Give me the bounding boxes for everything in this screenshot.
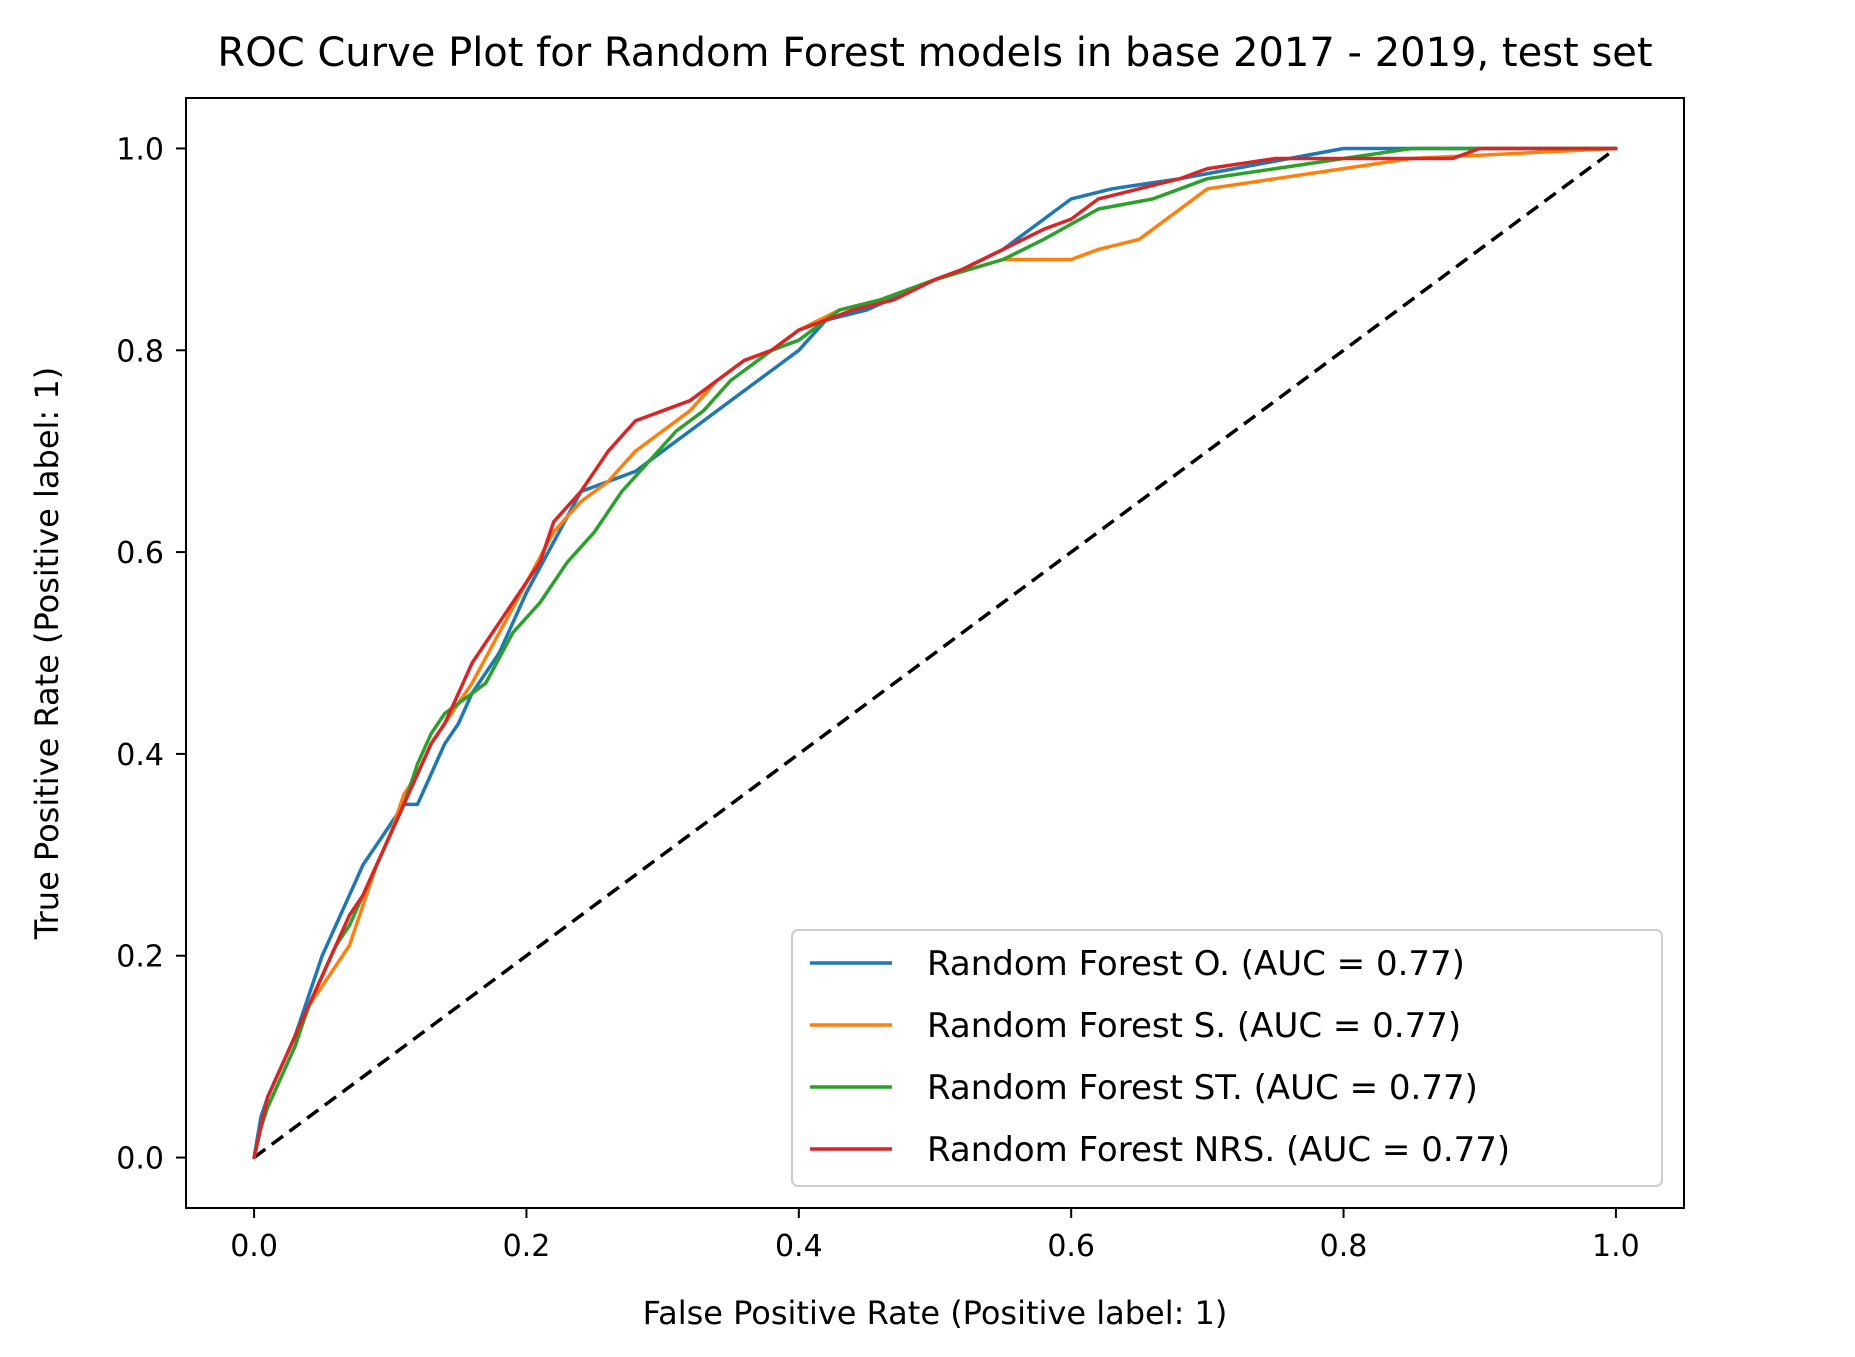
y-tick-label: 0.4 xyxy=(116,738,164,773)
x-axis-label: False Positive Rate (Positive label: 1) xyxy=(643,1294,1228,1332)
x-axis: 0.0 0.2 0.4 0.6 0.8 1.0 xyxy=(230,1208,1640,1264)
x-tick-label: 0.4 xyxy=(775,1229,823,1264)
legend-label-1: Random Forest O. (AUC = 0.77) xyxy=(927,944,1465,984)
legend-label-2: Random Forest S. (AUC = 0.77) xyxy=(927,1006,1461,1046)
y-axis-label: True Positive Rate (Positive label: 1) xyxy=(28,367,66,940)
x-tick-label: 0.6 xyxy=(1047,1229,1095,1264)
y-tick-label: 0.8 xyxy=(116,334,164,369)
y-tick-label: 0.2 xyxy=(116,940,164,975)
legend-box xyxy=(791,929,1663,1187)
chance-diagonal-line xyxy=(253,147,1617,1159)
legend-label-3: Random Forest ST. (AUC = 0.77) xyxy=(927,1068,1478,1108)
y-tick-label: 0.6 xyxy=(116,536,164,571)
x-tick-label: 0.8 xyxy=(1320,1229,1368,1264)
x-tick-label: 0.2 xyxy=(503,1229,551,1264)
legend: Random Forest O. (AUC = 0.77) Random Fore… xyxy=(791,929,1663,1187)
chart-title: ROC Curve Plot for Random Forest models … xyxy=(217,30,1652,76)
y-tick-label: 1.0 xyxy=(116,132,164,167)
series-line-4 xyxy=(252,146,1618,1160)
y-axis: 0.0 0.2 0.4 0.6 0.8 1.0 xyxy=(116,132,186,1177)
series-line-2 xyxy=(252,146,1618,1160)
legend-label-4: Random Forest NRS. (AUC = 0.77) xyxy=(927,1130,1510,1170)
plot-frame xyxy=(185,97,1685,1209)
x-tick-label: 1.0 xyxy=(1592,1229,1640,1264)
x-tick-label: 0.0 xyxy=(230,1229,278,1264)
y-tick-label: 0.0 xyxy=(116,1142,164,1177)
